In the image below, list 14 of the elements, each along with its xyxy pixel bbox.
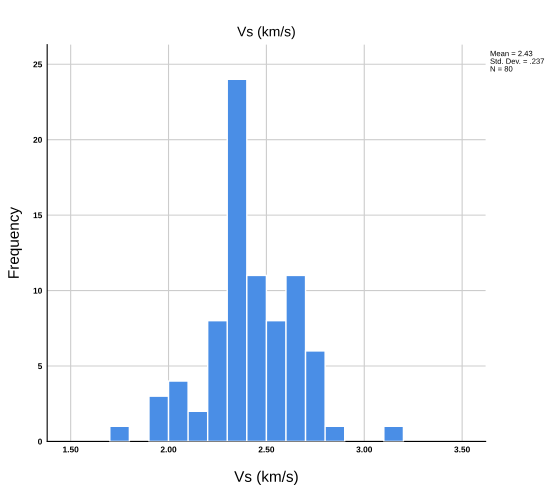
y-tick-label: 15 [34, 212, 42, 218]
x-tick-label: 2.00 [160, 446, 176, 452]
y-tick-label: 20 [33, 136, 42, 143]
x-axis-title: Vs (km/s) [234, 470, 298, 485]
y-tick-label: 25 [33, 61, 42, 68]
x-tick-label: 2.50 [258, 446, 274, 452]
chart-title: Vs (km/s) [237, 26, 295, 40]
y-tick-label: 5 [38, 363, 42, 370]
x-tick-label: 1.50 [63, 446, 78, 452]
y-axis-title: Frequency [8, 206, 22, 278]
x-tick-label: 3.00 [356, 446, 372, 452]
x-tick-label: 3.50 [454, 446, 470, 452]
y-tick-label: 0 [38, 438, 42, 445]
y-tick-label: 10 [34, 288, 42, 294]
